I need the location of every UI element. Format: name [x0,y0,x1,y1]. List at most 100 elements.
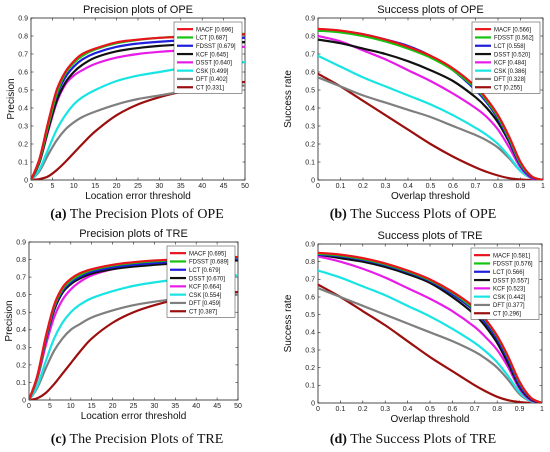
x-tick-label: 0.9 [515,406,525,413]
x-tick-label: 1 [540,406,544,413]
legend: MACF [0.581] FDSST [0.576] LCT [0.566] DSST… [470,247,540,320]
figure-caption: (a) The Precision Plots of OPE [50,207,224,222]
legend-entry: LCT [0.679] [189,268,221,274]
y-tick-label: 0.6 [305,69,315,76]
legend-entry: DSST [0.640] [196,61,232,67]
y-tick-label: 0 [22,397,26,404]
y-tick-label: 0.7 [16,275,26,282]
legend: MACF [0.566] FDSST [0.562] LCT [0.558] DSST… [471,21,541,94]
y-axis-label: Precision [4,300,15,341]
x-axis-label: Overlap threshold [391,414,470,425]
x-tick-label: 0.8 [493,183,503,190]
x-tick-label: 30 [156,183,164,190]
legend-entry: LCT [0.566] [493,270,525,276]
legend: MACF [0.695] FDSST [0.689] LCT [0.679] DSST… [166,245,236,318]
legend-entry: CSK [0.386] [494,69,527,75]
x-tick-label: 0 [316,183,320,190]
legend-entry: CT [0.255] [494,85,522,91]
caption-letter: (b) [330,207,347,222]
legend-entry: KCF [0.664] [189,285,221,291]
x-tick-label: 45 [213,403,221,410]
x-tick-label: 0.8 [492,406,502,413]
y-tick-label: 0.7 [305,51,315,58]
y-tick-label: 0.9 [305,241,315,248]
legend-entry: DSST [0.520] [494,52,530,58]
legend-box [173,21,243,94]
series-line-csk [318,54,543,180]
legend-entry: MACF [0.695] [189,251,226,257]
y-tick-label: 0.4 [305,105,315,112]
x-tick-label: 0.2 [358,183,368,190]
chart-panel-1: 0 5 10 15 20 25 30 35 40 45 50 0 0.1 0.2 0.3 0.4 0.5 0.6 0… [6,4,249,222]
x-tick-label: 0.7 [471,183,481,190]
x-tick-label: 50 [234,403,242,410]
x-tick-label: 20 [109,403,117,410]
x-tick-label: 10 [70,183,78,190]
y-tick-label: 0.2 [16,362,26,369]
series-line-ct [318,72,543,180]
x-tick-label: 1 [541,183,545,190]
y-tick-label: 0.1 [16,380,26,387]
x-tick-label: 35 [177,183,185,190]
x-tick-label: 25 [134,183,142,190]
figure-caption: (b) The Success Plots of OPE [330,207,497,222]
y-tick-label: 0.9 [305,15,315,22]
legend-entry: CSK [0.442] [493,295,526,301]
legend-entry: DFT [0.459] [189,301,221,307]
caption-text: The Success Plots of TRE [347,432,496,447]
legend: MACF [0.696] LCT [0.687] FDSST [0.679] KCF … [173,21,243,94]
series-line-macf [318,251,542,403]
legend-entry: KCF [0.645] [196,52,228,58]
legend-entry: CSK [0.499] [196,69,229,75]
y-tick-label: 0.1 [305,159,315,166]
x-axis-label: Location error threshold [85,191,191,202]
legend-entry: MACF [0.566] [494,27,531,33]
y-tick-label: 0.6 [305,294,315,301]
y-tick-label: 0 [24,177,28,184]
chart-title: Precision plots of TRE [79,228,188,240]
chart-title: Success plots of TRE [378,230,483,242]
legend-entry: CT [0.331] [196,85,224,91]
legend-entry: KCF [0.484] [494,61,526,67]
legend-entry: KCF [0.523] [493,287,525,293]
y-tick-label: 0.5 [305,312,315,319]
y-tick-label: 0.9 [18,15,28,22]
x-tick-label: 0 [27,403,31,410]
chart-panel-2: 0 0.1 0.2 0.3 0.4 0.5 0.6 0.7 0.8 0.9 1 0 0.1 0.2 0.3 0… [283,4,545,222]
y-tick-label: 0.3 [16,345,26,352]
figure-caption: (d) The Success Plots of TRE [330,432,496,447]
caption-text: The Success Plots of OPE [347,207,496,222]
y-tick-label: 0.8 [305,259,315,266]
y-tick-label: 0.8 [18,33,28,40]
y-tick-label: 0.4 [305,330,315,337]
chart-panel-4: 0 0.1 0.2 0.3 0.4 0.5 0.6 0.7 0.8 0.9 1 0 0.1 0.2 0.3 0… [283,230,544,447]
y-tick-label: 0.7 [305,277,315,284]
y-tick-label: 0.5 [305,87,315,94]
x-tick-label: 0.5 [426,183,436,190]
x-axis-label: Overlap threshold [391,191,470,202]
legend-entry: DFT [0.402] [196,77,228,83]
y-tick-label: 0 [311,177,315,184]
x-tick-label: 0 [316,406,320,413]
x-tick-label: 0.3 [381,183,391,190]
y-tick-label: 0.5 [16,310,26,317]
caption-text: The Precision Plots of OPE [67,207,224,222]
x-tick-label: 0.4 [403,183,413,190]
caption-letter: (d) [330,432,347,447]
y-tick-label: 0.8 [16,257,26,264]
legend-entry: DFT [0.377] [493,303,525,309]
x-tick-label: 0 [29,183,33,190]
x-axis-label: Location error threshold [81,411,187,422]
x-tick-label: 5 [48,403,52,410]
y-tick-label: 0.5 [18,87,28,94]
x-tick-label: 0.5 [425,406,435,413]
series-line-csk [318,269,542,403]
legend-entry: CSK [0.554] [189,293,222,299]
x-tick-label: 15 [91,183,99,190]
y-tick-label: 0.1 [18,159,28,166]
series-lines [318,251,542,403]
x-tick-label: 0.1 [336,183,346,190]
y-tick-label: 0.3 [18,123,28,130]
x-tick-label: 50 [241,183,249,190]
